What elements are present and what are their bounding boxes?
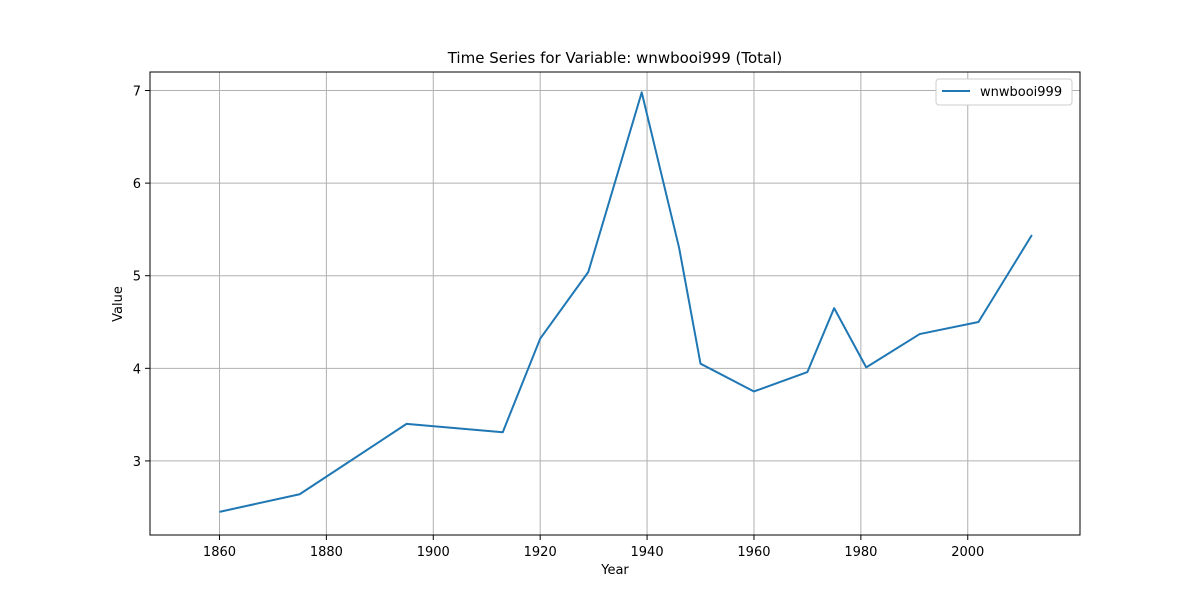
x-tick-label-1940: 1940 bbox=[631, 545, 664, 560]
legend-box bbox=[935, 78, 1073, 106]
series-layer bbox=[219, 91, 1033, 513]
grid-layer bbox=[150, 72, 1080, 535]
x-tick-label-1960: 1960 bbox=[737, 545, 770, 560]
legend: wnwbooi999 bbox=[935, 78, 1073, 106]
y-tick-label-7: 7 bbox=[133, 85, 141, 100]
x-tick-label-1860: 1860 bbox=[203, 545, 236, 560]
y-tick-label-5: 5 bbox=[133, 270, 141, 285]
y-tick-label-4: 4 bbox=[133, 362, 141, 377]
series-line-wnwbooi999 bbox=[219, 91, 1033, 513]
legend-label-wnwbooi999: wnwbooi999 bbox=[980, 85, 1062, 100]
x-tick-label-2000: 2000 bbox=[951, 545, 984, 560]
x-tick-label-1880: 1880 bbox=[310, 545, 343, 560]
y-tick-label-3: 3 bbox=[133, 455, 141, 470]
chart-title: Time Series for Variable: wnwbooi999 (To… bbox=[447, 49, 783, 67]
y-tick-label-6: 6 bbox=[133, 177, 141, 192]
ticks-layer: 1860 1880 1900 1920 1940 1960 1980 2000 3 4 5 6 7 bbox=[133, 85, 985, 560]
y-axis-label: Value bbox=[111, 286, 126, 322]
x-axis-label: Year bbox=[600, 563, 629, 578]
x-tick-label-1900: 1900 bbox=[417, 545, 450, 560]
x-tick-label-1920: 1920 bbox=[524, 545, 557, 560]
x-tick-label-1980: 1980 bbox=[844, 545, 877, 560]
plot-frame bbox=[149, 71, 1081, 536]
